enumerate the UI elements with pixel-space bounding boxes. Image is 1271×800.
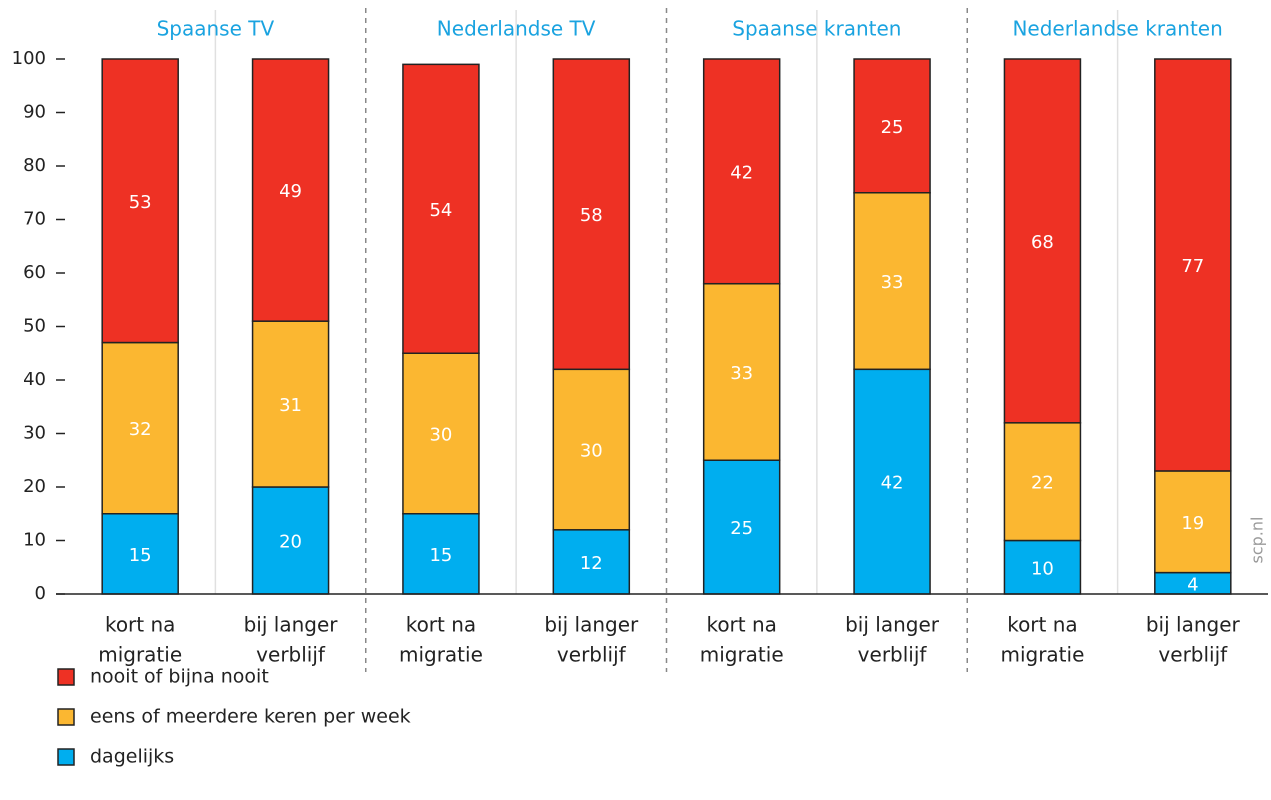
group-label: Spaanse kranten (732, 17, 901, 41)
legend-label: eens of meerdere keren per week (90, 706, 411, 728)
legend-swatch (57, 708, 75, 726)
bar-segment (853, 58, 931, 194)
x-tick-label: bij langer (244, 613, 339, 637)
legend-swatch (57, 668, 75, 686)
data-label: 53 (129, 192, 152, 213)
bar-segment (251, 486, 330, 595)
bar-segment (402, 63, 480, 354)
bar-segment (702, 282, 781, 462)
x-tick-label: migratie (399, 643, 483, 667)
group-label: Nederlandse kranten (1012, 17, 1222, 41)
bar-segment (402, 513, 480, 595)
y-tick-label: 40 (23, 369, 46, 390)
bar-segment (552, 368, 631, 531)
x-tick-label: kort na (406, 613, 476, 637)
bar-segment (1003, 58, 1082, 424)
legend-label: dagelijks (90, 746, 174, 768)
y-tick-label: 70 (23, 209, 46, 230)
y-tick-label: 30 (23, 423, 46, 444)
data-label: 30 (580, 441, 603, 462)
bar-segment (552, 529, 631, 595)
x-tick-label: kort na (706, 613, 776, 637)
data-label: 15 (429, 545, 452, 566)
data-label: 30 (429, 425, 452, 446)
data-label: 25 (730, 518, 753, 539)
x-tick-label: bij langer (845, 613, 940, 637)
legend-label: nooit of bijna nooit (90, 666, 269, 688)
legend-swatch (57, 748, 75, 766)
bar-segment (251, 58, 330, 322)
data-label: 49 (279, 181, 302, 202)
y-tick-label: 50 (23, 316, 46, 337)
data-label: 42 (881, 473, 904, 494)
data-label: 15 (129, 545, 152, 566)
x-tick-label: verblijf (858, 643, 928, 667)
bar-segment (402, 352, 480, 515)
y-tick-label: 60 (23, 262, 46, 283)
bar-segment (853, 368, 931, 595)
bar-segment (251, 320, 330, 488)
bar-segment (853, 192, 931, 371)
data-label: 20 (279, 532, 302, 553)
x-tick-label: verblijf (1158, 643, 1228, 667)
x-tick-label: kort na (1007, 613, 1077, 637)
y-tick-label: 0 (35, 583, 46, 604)
bar-segment (1154, 58, 1232, 472)
data-label: 58 (580, 205, 603, 226)
y-tick-label: 10 (23, 530, 46, 551)
x-tick-label: bij langer (544, 613, 639, 637)
data-label: 54 (429, 200, 452, 221)
y-tick-label: 100 (12, 48, 46, 69)
data-label: 10 (1031, 558, 1054, 579)
bar-segment (702, 58, 781, 285)
data-label: 4 (1187, 574, 1198, 595)
bar-segment (552, 58, 631, 371)
x-tick-label: bij langer (1146, 613, 1241, 637)
group-label: Nederlandse TV (437, 17, 596, 41)
data-label: 33 (881, 272, 904, 293)
data-label: 68 (1031, 232, 1054, 253)
data-label: 42 (730, 162, 753, 183)
bar-segment (702, 459, 781, 595)
bar-segment (1154, 470, 1232, 574)
data-label: 31 (279, 395, 302, 416)
data-label: 22 (1031, 473, 1054, 494)
y-tick-label: 90 (23, 102, 46, 123)
x-tick-label: migratie (98, 643, 182, 667)
x-tick-label: migratie (700, 643, 784, 667)
bar-segment (1003, 539, 1082, 595)
y-tick-label: 20 (23, 476, 46, 497)
data-label: 33 (730, 363, 753, 384)
group-label: Spaanse TV (157, 17, 275, 41)
x-tick-label: migratie (1000, 643, 1084, 667)
data-label: 12 (580, 553, 603, 574)
y-tick-label: 80 (23, 155, 46, 176)
watermark: scp.nl (1248, 517, 1267, 564)
data-label: 19 (1181, 513, 1204, 534)
data-label: 25 (881, 117, 904, 138)
bar-segment (1003, 422, 1082, 542)
bar-segment (101, 58, 179, 344)
data-label: 32 (129, 419, 152, 440)
x-tick-label: verblijf (256, 643, 326, 667)
x-tick-label: verblijf (557, 643, 627, 667)
data-label: 77 (1181, 256, 1204, 277)
x-tick-label: kort na (105, 613, 175, 637)
